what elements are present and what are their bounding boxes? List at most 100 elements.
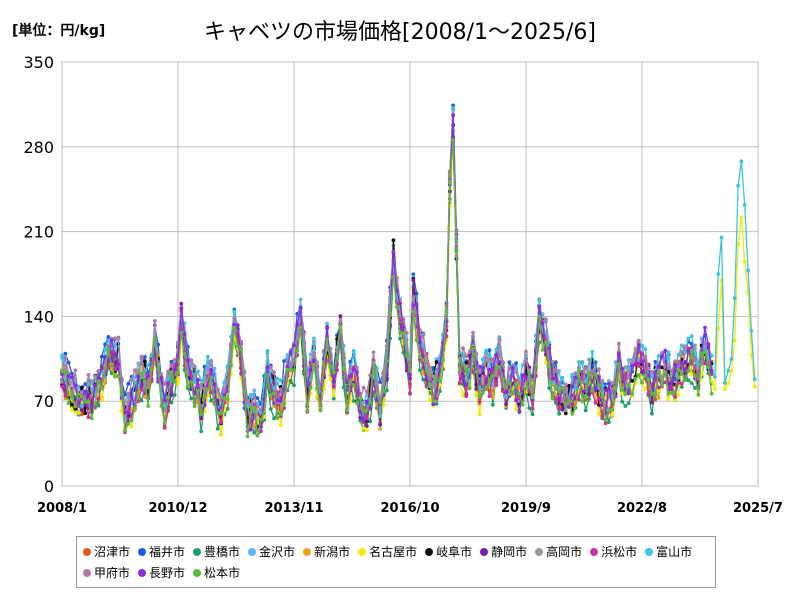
data-point [484,379,489,384]
data-point [176,370,180,375]
data-point [437,379,442,383]
legend-label: 高岡市 [546,545,583,559]
data-point [282,359,286,363]
data-point [86,400,91,404]
data-point [530,406,535,411]
data-point [600,394,605,398]
data-point [355,370,359,375]
data-point [491,374,495,379]
data-point [467,349,472,354]
data-point [709,372,714,376]
legend-marker-icon [425,547,434,556]
data-point [616,351,621,356]
data-point [60,356,64,360]
data-point [106,359,111,363]
data-point [176,382,180,386]
data-point [83,400,88,404]
y-tick-label: 210 [23,223,54,242]
data-point [553,396,558,401]
legend-item: 富山市 [645,543,692,560]
data-point [524,375,528,380]
data-point [394,305,399,309]
data-point [428,374,432,378]
data-point [550,359,555,364]
data-point [527,406,532,410]
data-point [86,393,91,398]
data-point [650,400,654,405]
data-point [567,398,571,403]
data-point [703,350,707,355]
data-point [517,409,522,413]
data-point [73,409,78,414]
data-point [494,347,499,352]
data-point [451,106,455,111]
data-point [371,350,376,355]
data-point [202,395,207,400]
data-point [136,391,141,396]
data-point [265,349,270,353]
legend-label: 福井市 [149,545,186,559]
data-point [557,406,561,411]
data-point [474,352,479,357]
data-point [414,291,419,296]
data-point [70,402,74,407]
data-point [308,368,313,373]
data-point [245,399,250,404]
data-point [245,434,250,439]
data-point [421,377,426,382]
data-point [666,365,671,370]
data-point [530,412,535,417]
data-point [80,389,84,394]
data-point [434,388,439,393]
data-point [272,370,276,375]
data-point [520,402,525,407]
data-point [424,360,429,364]
data-point [394,288,399,293]
data-point [679,360,684,365]
data-point [89,381,94,386]
data-point [348,366,353,371]
data-point [646,366,651,371]
legend-item: 長野市 [138,564,185,581]
x-tick-label: 2008/1 [37,501,87,516]
data-point [73,383,78,388]
data-point [729,356,734,361]
data-point [312,351,316,356]
data-point [679,372,684,376]
data-point [587,371,591,376]
data-point [626,382,631,387]
data-point [133,375,137,380]
data-point [268,365,273,370]
data-point [461,393,465,398]
data-point [676,353,681,357]
legend-label: 甲府市 [94,566,131,580]
data-point [491,402,495,407]
data-point [451,103,455,108]
data-point [461,346,465,351]
data-point [368,406,373,411]
data-point [351,399,356,403]
data-point [249,427,253,432]
data-point [255,396,260,400]
data-point [169,390,174,394]
data-point [361,385,366,390]
data-point [70,408,74,412]
data-point [726,369,731,373]
data-point [315,385,320,390]
data-point [447,180,452,185]
data-point [553,367,558,372]
data-point [630,360,634,365]
data-point [245,404,250,408]
data-point [70,391,74,396]
data-point [431,398,436,403]
data-point [752,377,757,382]
data-point [580,380,585,384]
data-point [368,400,373,405]
data-point [378,414,383,418]
data-point [616,362,621,366]
data-point [626,391,631,396]
data-point [378,401,383,405]
data-point [93,383,97,388]
data-point [597,383,601,388]
data-point [673,389,677,394]
